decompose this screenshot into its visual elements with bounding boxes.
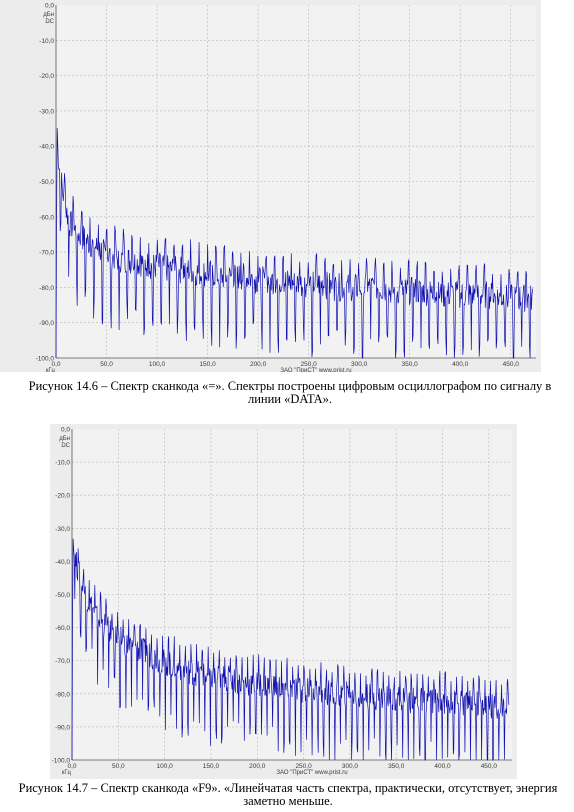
y-tick-label: -100,0 — [52, 758, 71, 765]
x-unit-label: кГц — [62, 770, 72, 776]
x-tick-label: 150,0 — [203, 763, 220, 770]
y-tick-label: -100,0 — [36, 356, 55, 363]
y-tick-label: 0,0 — [61, 427, 70, 434]
y-tick-label: -20,0 — [39, 73, 54, 80]
y-ref-label: DC — [45, 19, 54, 25]
y-tick-label: -20,0 — [55, 493, 70, 500]
x-tick-label: 200,0 — [250, 361, 267, 368]
chart-footer: ЗАО "ПриСТ" www.prist.ru — [276, 770, 347, 776]
y-tick-label: -10,0 — [39, 38, 54, 45]
y-tick-label: -10,0 — [55, 460, 70, 467]
y-tick-label: -90,0 — [39, 320, 54, 327]
y-tick-label: -30,0 — [39, 108, 54, 115]
spectrum-chart-2-svg: 0,0 -10,0 -20,0 -30,0 -40,0 -50,0 -60,0 -70,0 -8… — [52, 427, 512, 776]
y-tick-label: -40,0 — [55, 559, 70, 566]
spectrum-series-line — [71, 538, 510, 761]
y-tick-label: -60,0 — [39, 214, 54, 221]
x-tick-label: 0,0 — [51, 361, 60, 368]
x-tick-label: 350,0 — [402, 361, 419, 368]
y-tick-label: -30,0 — [55, 526, 70, 533]
x-tick-label: 250,0 — [300, 361, 317, 368]
x-tick-label: 200,0 — [249, 763, 266, 770]
x-tick-label: 450,0 — [481, 763, 498, 770]
y-unit-label: дБн — [43, 12, 54, 18]
y-tick-label: -40,0 — [39, 144, 54, 151]
spectrum-series-line — [55, 128, 533, 359]
y-tick-label: -90,0 — [55, 724, 70, 731]
figure-caption-2: Рисунок 14.7 – Спектр сканкода «F9». «Ли… — [18, 781, 558, 808]
y-unit-label: дБн — [59, 436, 70, 442]
x-tick-label: 100,0 — [149, 361, 166, 368]
x-tick-label: 100,0 — [156, 763, 173, 770]
chart-footer: ЗАО "ПриСТ" www.prist.ru — [280, 368, 351, 372]
x-tick-label: 50,0 — [112, 763, 125, 770]
x-tick-label: 400,0 — [434, 763, 451, 770]
y-tick-label: -50,0 — [39, 179, 54, 186]
x-unit-label: кГц — [46, 368, 56, 372]
x-tick-label: 400,0 — [452, 361, 469, 368]
x-tick-label: 300,0 — [351, 361, 368, 368]
y-tick-label: 0,0 — [45, 3, 54, 10]
x-tick-label: 50,0 — [100, 361, 113, 368]
y-tick-label: -80,0 — [39, 285, 54, 292]
x-tick-label: 150,0 — [199, 361, 216, 368]
y-tick-label: -50,0 — [55, 592, 70, 599]
x-tick-label: 0,0 — [67, 763, 76, 770]
figure-caption-1: Рисунок 14.6 – Спектр сканкода «=». Спек… — [28, 379, 552, 406]
y-ref-label: DC — [61, 443, 70, 449]
y-tick-label: -70,0 — [39, 250, 54, 257]
spectrum-chart-1: 0,0 -10,0 -20,0 -30,0 -40,0 -50,0 -60,0 -70,0 -8… — [0, 0, 541, 372]
x-tick-label: 300,0 — [342, 763, 359, 770]
y-tick-label: -60,0 — [55, 625, 70, 632]
x-tick-label: 250,0 — [295, 763, 312, 770]
x-tick-label: 350,0 — [388, 763, 405, 770]
y-tick-label: -70,0 — [55, 658, 70, 665]
x-tick-label: 450,0 — [503, 361, 520, 368]
spectrum-chart-2: 0,0 -10,0 -20,0 -30,0 -40,0 -50,0 -60,0 -70,0 -8… — [50, 424, 517, 779]
y-tick-label: -80,0 — [55, 691, 70, 698]
spectrum-chart-1-svg: 0,0 -10,0 -20,0 -30,0 -40,0 -50,0 -60,0 -70,0 -8… — [36, 3, 536, 372]
